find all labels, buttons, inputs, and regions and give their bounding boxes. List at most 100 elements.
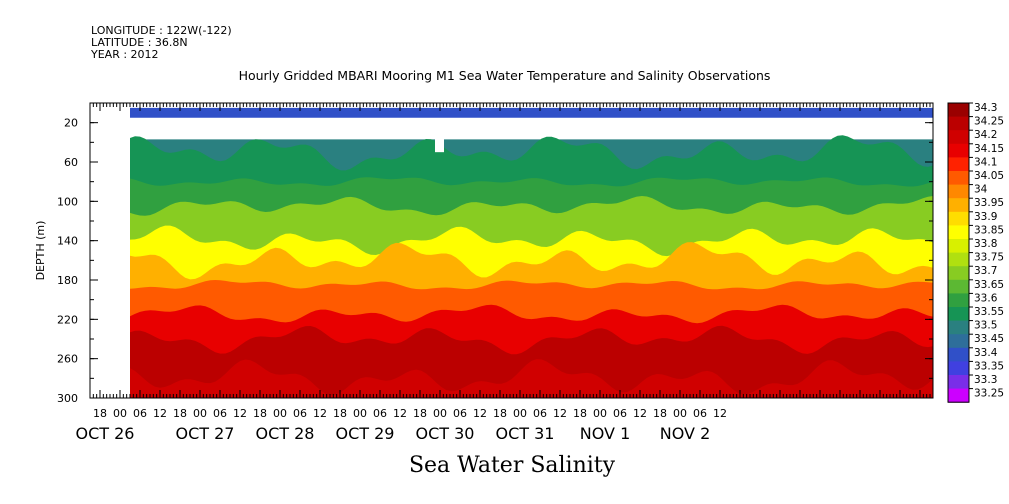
y-tick-label: 140 (57, 235, 78, 248)
colorbar-label: 34.05 (974, 170, 1004, 182)
y-tick-label: 20 (64, 117, 78, 130)
colorbar-label: 33.6 (974, 292, 998, 304)
x-day-label: NOV 2 (660, 424, 711, 443)
y-tick-label: 260 (57, 353, 78, 366)
axes: 20 60 100 140 180 220 260 300 DEPTH (m) 18 00 06 12 1… (34, 102, 933, 443)
colorbar-label: 34.2 (974, 129, 997, 141)
colorbar-swatch (948, 266, 969, 281)
colorbar: 34.334.2534.234.1534.134.053433.9533.933… (947, 102, 1004, 403)
salinity-band-33-55 (130, 135, 933, 188)
salinity-band-34-2 (130, 359, 933, 398)
x-hour-label: 00 (593, 407, 607, 420)
colorbar-label: 33.25 (974, 388, 1004, 400)
year-label: YEAR : 2012 (91, 48, 159, 61)
x-hour-label: 06 (133, 407, 147, 420)
chart-title: Hourly Gridded MBARI Mooring M1 Sea Wate… (238, 68, 771, 83)
variable-title: Sea Water Salinity (408, 453, 616, 478)
x-hour-label: 06 (213, 407, 227, 420)
x-hour-label: 12 (473, 407, 487, 420)
x-hour-label: 00 (193, 407, 207, 420)
salinity-band-34-05 (130, 280, 933, 325)
colorbar-swatch (948, 375, 969, 390)
colorbar-label: 33.4 (974, 347, 998, 359)
colorbar-swatch (948, 334, 969, 349)
x-hour-label: 18 (93, 407, 107, 420)
plot-frame (89, 102, 934, 399)
x-hour-label: 18 (413, 407, 427, 420)
latitude-label: LATITUDE : 36.8N (91, 36, 188, 49)
x-hour-label: 06 (693, 407, 707, 420)
colorbar-label: 33.75 (974, 252, 1004, 264)
colorbar-label: 34.25 (974, 116, 1004, 128)
colorbar-swatch (948, 361, 969, 376)
colorbar-label: 33.55 (974, 306, 1004, 318)
x-hour-label: 06 (293, 407, 307, 420)
x-hour-label: 12 (153, 407, 167, 420)
x-day-label: OCT 31 (496, 424, 555, 443)
colorbar-swatch (948, 103, 969, 118)
x-hour-label: 06 (453, 407, 467, 420)
x-day-label: OCT 26 (76, 424, 135, 443)
colorbar-swatch (948, 198, 969, 213)
colorbar-swatch (948, 239, 969, 254)
salinity-field (130, 107, 933, 398)
salinity-band-33-4 (130, 107, 933, 118)
longitude-label: LONGITUDE : 122W(-122) (91, 24, 232, 37)
colorbar-label: 33.9 (974, 211, 997, 223)
x-hour-label: 12 (713, 407, 727, 420)
colorbar-swatch (948, 320, 969, 335)
colorbar-label: 33.65 (974, 279, 1004, 291)
colorbar-swatch (948, 252, 969, 267)
colorbar-label: 34.15 (974, 143, 1004, 155)
colorbar-label: 33.35 (974, 360, 1004, 372)
colorbar-swatch (948, 279, 969, 294)
x-day-label: OCT 28 (256, 424, 315, 443)
y-tick-label: 100 (57, 195, 78, 208)
colorbar-swatch (948, 143, 969, 158)
colorbar-label: 33.95 (974, 197, 1004, 209)
colorbar-swatch (948, 307, 969, 322)
x-day-label: OCT 27 (176, 424, 235, 443)
colorbar-swatch (948, 116, 969, 131)
x-hour-label: 18 (493, 407, 507, 420)
x-day-label: OCT 29 (336, 424, 395, 443)
colorbar-label: 33.5 (974, 320, 997, 332)
x-hour-label: 00 (353, 407, 367, 420)
x-hour-label: 00 (273, 407, 287, 420)
x-hour-label: 00 (513, 407, 527, 420)
colorbar-label: 33.45 (974, 333, 1004, 345)
colorbar-swatch (948, 388, 969, 403)
salinity-band-33-85 (130, 225, 933, 281)
colorbar-label: 34.3 (974, 102, 997, 114)
x-hour-label: 00 (113, 407, 127, 420)
colorbar-swatch (948, 171, 969, 186)
colorbar-swatch (948, 157, 969, 172)
y-tick-label: 60 (64, 156, 78, 169)
x-hour-label: 18 (173, 407, 187, 420)
x-hour-label: 06 (613, 407, 627, 420)
colorbar-label: 33.85 (974, 224, 1004, 236)
y-axis-label: DEPTH (m) (34, 221, 47, 281)
salinity-band-33-5 (130, 136, 933, 172)
colorbar-label: 33.8 (974, 238, 997, 250)
x-hour-label: 12 (233, 407, 247, 420)
colorbar-swatch (948, 211, 969, 226)
salinity-band-34-15 (130, 304, 933, 356)
x-hour-label: 18 (573, 407, 587, 420)
colorbar-swatch (948, 184, 969, 199)
x-day-label: OCT 30 (416, 424, 475, 443)
data-gap (435, 138, 444, 153)
x-hour-label: 12 (553, 407, 567, 420)
y-tick-label: 300 (57, 392, 78, 405)
x-hour-label: 18 (333, 407, 347, 420)
colorbar-swatch (948, 347, 969, 362)
colorbar-label: 34 (974, 184, 988, 196)
x-hour-label: 18 (253, 407, 267, 420)
salinity-band-33-6 (130, 177, 933, 217)
salinity-band-33-7 (130, 196, 933, 258)
x-hour-label: 12 (633, 407, 647, 420)
colorbar-swatch (948, 293, 969, 308)
colorbar-label: 33.3 (974, 374, 997, 386)
colorbar-swatch (948, 225, 969, 240)
